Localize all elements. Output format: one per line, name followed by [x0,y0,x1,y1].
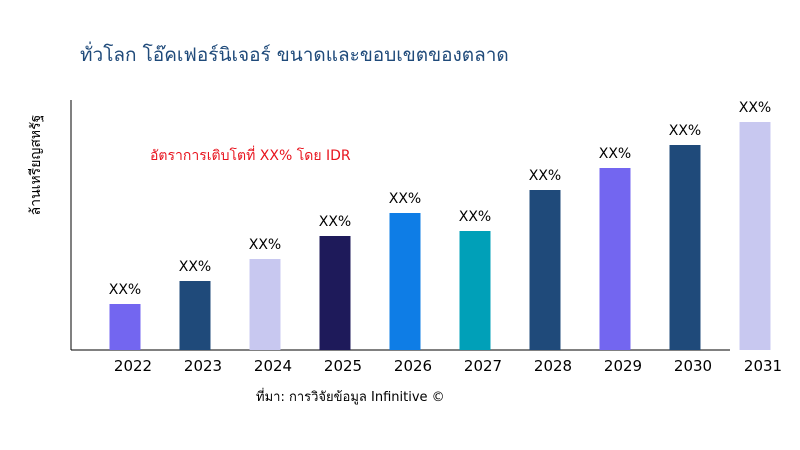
x-tick-label-2029: 2029 [604,357,642,375]
x-tick-label-2022: 2022 [114,357,152,375]
data-label-2023: XX% [179,259,211,275]
bar-2029 [599,168,631,350]
source-note: ที่มา: การวิจัยข้อมูล Infinitive © [256,390,445,405]
x-tick-label-2025: 2025 [324,357,362,375]
bar-2026 [389,213,421,350]
bar-2025 [319,236,351,350]
x-tick-label-2028: 2028 [534,357,572,375]
data-label-2022: XX% [109,282,141,298]
data-label-2026: XX% [389,191,421,207]
x-tick-label-2026: 2026 [394,357,432,375]
bar-2031 [739,122,771,350]
data-label-2030: XX% [669,123,701,139]
data-label-2024: XX% [249,237,281,253]
x-tick-label-2031: 2031 [744,357,782,375]
x-tick-label-2023: 2023 [184,357,222,375]
bar-2030 [669,145,701,350]
bar-2023 [179,281,211,350]
bar-2028 [529,190,561,350]
bar-2022 [109,304,141,350]
bar-2027 [459,231,491,350]
data-label-2031: XX% [739,100,771,116]
x-tick-label-2030: 2030 [674,357,712,375]
data-label-2029: XX% [599,146,631,162]
x-tick-label-2027: 2027 [464,357,502,375]
data-label-2028: XX% [529,168,561,184]
data-label-2025: XX% [319,214,351,230]
growth-annotation: อัตราการเติบโตที่ XX% โดย IDR [150,148,351,164]
bar-2024 [249,259,281,350]
x-tick-label-2024: 2024 [254,357,292,375]
chart-title: ทั่วโลก โอ๊คเฟอร์นิเจอร์ ขนาดและขอบเขตขอ… [80,44,509,66]
data-label-2027: XX% [459,209,491,225]
